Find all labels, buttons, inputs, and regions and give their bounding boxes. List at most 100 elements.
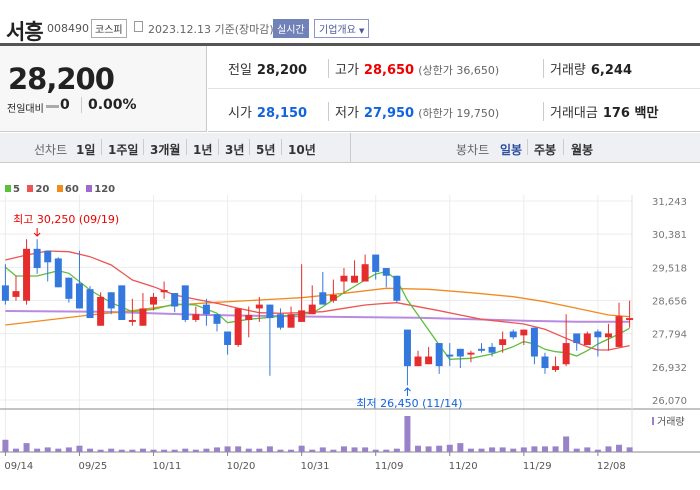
volume-bar [309,449,316,452]
prev-close: 전일 28,200 [228,63,308,78]
volume-bar [531,446,538,452]
legend-ma5: 5 [13,184,20,195]
legend-ma20: 20 [35,184,50,195]
tab-1w[interactable]: 1주일 [108,143,139,157]
realtime-button[interactable]: 실시간 [273,19,309,38]
chevron-down-icon: ▼ [359,27,365,35]
volume-legend-label: 거래량 [657,416,685,428]
candle-body [75,283,83,309]
candle-body [488,346,496,353]
candle-body [23,248,31,301]
volume-bar [594,449,601,452]
volume-bar [552,446,559,452]
volume-bar [266,446,273,452]
x-tick-label: 10/31 [301,461,330,472]
x-tick-label: 09/25 [78,461,107,472]
x-tick-label: 10/11 [153,461,182,472]
tab-1d[interactable]: 1일 [76,143,96,157]
market-badge: 코스피 [91,19,127,38]
high-annotation: 최고 30,250 (09/19) [13,213,119,226]
candle-body [414,356,422,367]
volume-bar [87,448,94,452]
unchanged-icon [46,105,59,108]
volume-bar [235,446,242,452]
candle-body [308,304,316,315]
volume-bar [436,445,443,452]
candle-body [520,329,528,336]
y-tick-label: 29,518 [652,263,687,274]
x-tick-label: 11/09 [375,461,404,472]
volume-bar [2,439,9,452]
candle-body [372,254,380,272]
stock-code: 008490 [47,22,89,35]
candle-body [425,356,433,365]
candle-body [509,331,517,338]
candle-body [224,331,232,345]
candle-body [403,329,411,367]
candle-body [615,316,623,347]
tab-daily[interactable]: 일봉 [500,143,523,157]
volume-bar [383,449,390,452]
volume-bar [478,448,485,452]
volume-bar [298,445,305,452]
volume-bar [372,449,379,452]
divider [0,43,700,46]
candle-body [478,348,485,351]
candle-body [361,264,369,282]
current-price: 28,200 [8,62,115,96]
company-info-label: 기업개요 [319,25,356,36]
candle-body [583,333,591,345]
x-tick-label: 12/08 [597,461,626,472]
candle-body [541,356,549,369]
candle-body [351,275,359,283]
tab-weekly[interactable]: 주봉 [534,143,557,157]
candle-body [298,310,306,322]
candle-body [276,314,284,328]
y-tick-label: 26,070 [652,396,687,407]
candle-body [530,327,538,357]
tab-10y[interactable]: 10년 [288,143,316,157]
volume-bar [563,436,570,452]
change-label: 전일대비 [7,104,44,115]
tab-3m[interactable]: 3개월 [150,143,181,157]
open-price: 시가 28,150 [228,106,308,121]
volume-bar [541,446,548,452]
legend-ma120: 120 [94,184,116,195]
tab-1y[interactable]: 1년 [193,143,213,157]
candle-body [382,268,390,276]
candle-body [604,333,612,338]
candle-body [44,250,52,263]
legend-ma60: 60 [64,184,79,195]
candle-body [255,304,263,309]
volume-bar [44,447,51,452]
ma-legend: 5 20 60 120 [5,184,115,195]
change-percent: 0.00% [81,97,137,113]
candle-body [594,331,602,338]
high-price: 고가 28,650 (상한가 36,650) [328,59,499,78]
x-tick-label: 10/20 [227,461,256,472]
volume-bar [362,447,369,452]
volume-bar [224,446,231,452]
volume-bar [489,447,496,452]
volume-bar [319,447,326,452]
volume-bar [256,448,263,452]
legend-swatch [86,185,93,192]
candle-body [266,304,274,319]
volume-bar [65,447,72,452]
company-info-dropdown[interactable]: 기업개요 ▼ [314,19,370,38]
tab-monthly[interactable]: 월봉 [571,143,594,157]
volume-bar [12,448,19,452]
volume-bar [415,445,422,452]
volume-bar [288,449,295,452]
candle-body [86,289,94,319]
tab-3y[interactable]: 3년 [225,143,245,157]
candle-body [202,304,210,315]
candle-body [393,275,401,301]
candle-body [150,296,158,305]
line-chart-label: 선차트 [34,143,68,157]
candle-body [499,339,507,345]
candle-body [340,275,348,282]
candle-body [245,314,253,320]
tab-5y[interactable]: 5년 [256,143,276,157]
